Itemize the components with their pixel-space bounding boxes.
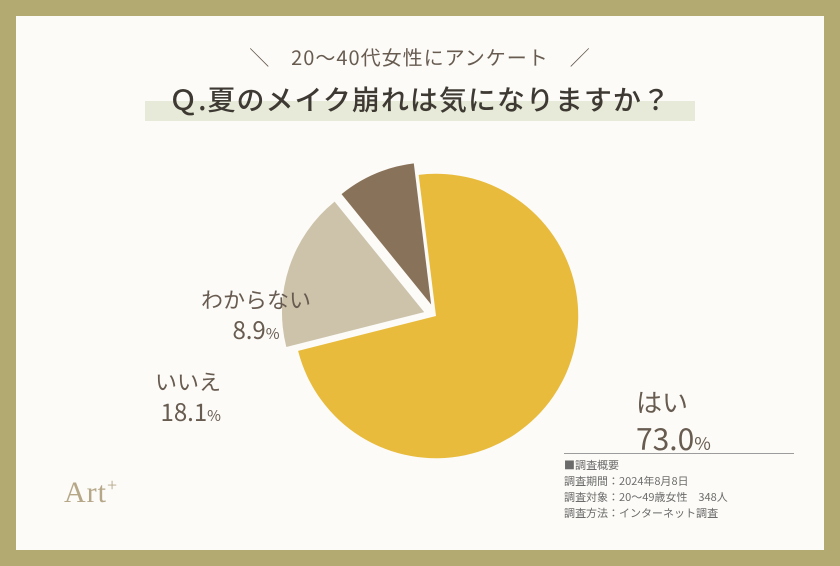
subtitle: ＼ 20〜40代女性にアンケート ／ — [16, 42, 824, 71]
question-title: Ｑ.夏のメイク崩れは気になりますか？ — [145, 77, 695, 121]
header: ＼ 20〜40代女性にアンケート ／ Ｑ.夏のメイク崩れは気になりますか？ — [16, 42, 824, 121]
label-yes-value: 73.0 — [636, 415, 694, 459]
brand-logo: Art+ — [64, 475, 118, 510]
label-no-value: 18.1 — [161, 393, 208, 428]
label-dontknow: わからない 8.9% — [201, 286, 311, 344]
label-yes: はい 73.0% — [636, 386, 711, 456]
survey-info: ■調査概要 調査期間：2024年8月8日 調査対象：20〜49歳女性 348人 … — [564, 453, 794, 522]
card: ＼ 20〜40代女性にアンケート ／ Ｑ.夏のメイク崩れは気になりますか？ はい… — [16, 16, 824, 550]
label-no: いいえ 18.1% — [111, 368, 221, 426]
survey-heading: ■調査概要 — [564, 458, 794, 474]
label-dk-name: わからない — [201, 286, 311, 314]
label-no-unit: % — [207, 405, 221, 426]
logo-plus: + — [107, 475, 118, 495]
label-yes-unit: % — [694, 430, 711, 456]
pie-chart — [276, 156, 596, 476]
survey-line3: 調査方法：インターネット調査 — [564, 506, 794, 522]
label-no-name: いいえ — [111, 368, 221, 396]
label-dk-value: 8.9 — [232, 311, 265, 346]
chart-area: はい 73.0% いいえ 18.1% わからない 8.9% — [16, 146, 824, 486]
survey-line2: 調査対象：20〜49歳女性 348人 — [564, 490, 794, 506]
label-dk-unit: % — [266, 323, 280, 344]
logo-text: Art — [64, 476, 107, 509]
survey-line1: 調査期間：2024年8月8日 — [564, 474, 794, 490]
